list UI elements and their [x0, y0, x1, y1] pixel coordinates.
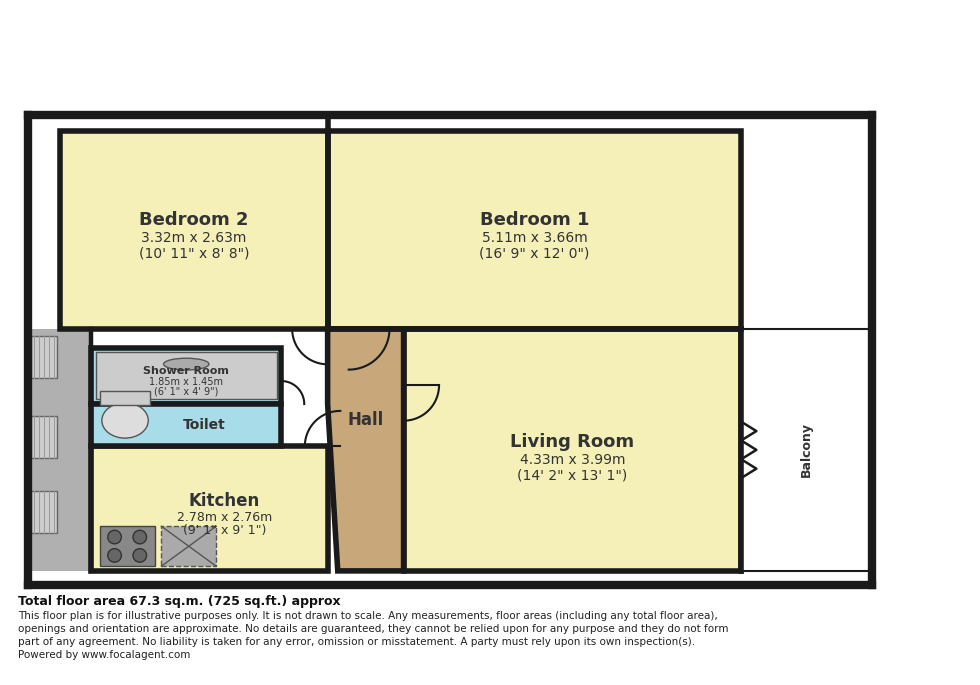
Bar — [31, 491, 57, 534]
Bar — [100, 392, 150, 405]
Text: This floor plan is for illustrative purposes only. It is not drawn to scale. Any: This floor plan is for illustrative purp… — [18, 611, 717, 621]
Text: 5.11m x 3.66m: 5.11m x 3.66m — [481, 232, 587, 245]
Text: openings and orientation are approximate. No details are guaranteed, they cannot: openings and orientation are approximate… — [18, 624, 728, 634]
Text: 1.85m x 1.45m: 1.85m x 1.45m — [149, 377, 223, 387]
Bar — [91, 447, 327, 571]
Text: Balcony: Balcony — [800, 423, 813, 477]
Text: (10' 11" x 8' 8"): (10' 11" x 8' 8") — [138, 247, 249, 260]
Text: (9' 1" x 9' 1"): (9' 1" x 9' 1") — [183, 525, 267, 538]
Bar — [327, 132, 741, 329]
Circle shape — [108, 549, 122, 562]
Bar — [95, 352, 277, 399]
Text: (14' 2" x 13' 1"): (14' 2" x 13' 1") — [517, 468, 627, 482]
Text: 4.33m x 3.99m: 4.33m x 3.99m — [519, 453, 625, 467]
Bar — [741, 329, 872, 571]
Text: (6' 1" x 4' 9"): (6' 1" x 4' 9") — [154, 387, 219, 397]
Circle shape — [133, 549, 147, 562]
Text: Toilet: Toilet — [183, 419, 225, 432]
Text: 2.78m x 2.76m: 2.78m x 2.76m — [176, 511, 272, 524]
Bar — [31, 416, 57, 458]
Text: Shower Room: Shower Room — [143, 366, 229, 376]
Bar — [60, 132, 327, 329]
Text: part of any agreement. No liability is taken for any error, omission or misstate: part of any agreement. No liability is t… — [18, 637, 695, 647]
Bar — [31, 336, 57, 378]
Text: Hall: Hall — [348, 411, 384, 429]
Text: 3.32m x 2.63m: 3.32m x 2.63m — [141, 232, 247, 245]
Bar — [91, 348, 281, 404]
Text: Kitchen: Kitchen — [189, 492, 260, 510]
Circle shape — [108, 530, 122, 544]
Ellipse shape — [164, 358, 209, 370]
Text: (16' 9" x 12' 0"): (16' 9" x 12' 0") — [479, 247, 590, 260]
Text: Powered by www.focalagent.com: Powered by www.focalagent.com — [18, 650, 190, 660]
Text: Total floor area 67.3 sq.m. (725 sq.ft.) approx: Total floor area 67.3 sq.m. (725 sq.ft.)… — [18, 595, 341, 608]
Bar — [28, 329, 91, 571]
Bar — [162, 526, 217, 566]
Bar — [100, 526, 155, 566]
Polygon shape — [327, 329, 404, 571]
Circle shape — [133, 530, 147, 544]
Text: Bedroom 1: Bedroom 1 — [479, 211, 589, 229]
Bar — [28, 115, 872, 585]
Ellipse shape — [102, 403, 148, 438]
Bar — [91, 404, 281, 447]
Bar — [404, 329, 741, 571]
Text: Bedroom 2: Bedroom 2 — [139, 211, 249, 229]
Text: Living Room: Living Room — [511, 433, 634, 451]
